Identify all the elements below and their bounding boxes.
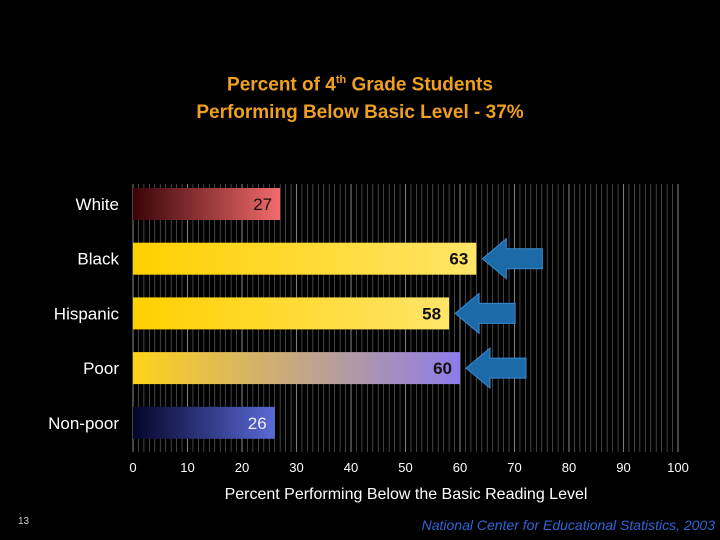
arrow-hispanic-icon	[454, 292, 516, 335]
bars-layer: 27 White 63 Black 58 Hispanic 60 Poor 26 Non-poor	[48, 188, 477, 439]
title-superscript: th	[335, 74, 347, 86]
bar-value-label: 26	[248, 414, 267, 433]
bar-value-label: 60	[433, 359, 452, 378]
x-tick-label: 10	[180, 460, 194, 475]
chart-title-line1: Percent of 4th Grade Students	[0, 66, 720, 99]
category-label-poor: Poor	[83, 359, 119, 378]
bar-value-label: 58	[422, 304, 441, 323]
arrows-layer	[454, 237, 543, 390]
x-tick-label: 20	[235, 460, 249, 475]
x-tick-label: 80	[562, 460, 576, 475]
arrow-black-icon	[481, 237, 543, 280]
x-tick-label: 30	[289, 460, 303, 475]
x-tick-label: 60	[453, 460, 467, 475]
category-label-hispanic: Hispanic	[54, 304, 120, 323]
x-tick-label: 50	[398, 460, 412, 475]
title-part: Grade Students	[346, 74, 493, 96]
category-label-white: White	[76, 195, 119, 214]
x-tick-label: 0	[129, 460, 136, 475]
bar-white	[133, 188, 281, 220]
title-part: Percent of 4	[227, 74, 336, 96]
x-axis-label: Percent Performing Below the Basic Readi…	[225, 486, 588, 503]
source-footnote: National Center for Educational Statisti…	[421, 517, 715, 533]
bar-value-label: 63	[449, 250, 468, 269]
bar-non-poor	[133, 406, 275, 439]
bar-hispanic	[133, 297, 450, 330]
x-tick-label: 90	[616, 460, 630, 475]
x-tick-label: 100	[667, 460, 689, 475]
arrow-poor-icon	[465, 347, 527, 390]
x-tick-label: 40	[344, 460, 358, 475]
bar-poor	[133, 352, 460, 385]
chart-title-line2: Performing Below Basic Level - 37%	[196, 102, 524, 124]
bar-value-label: 27	[253, 195, 272, 214]
chart-title: Percent of 4th Grade Students Performing…	[0, 66, 720, 127]
bar-black	[133, 242, 477, 275]
x-tick-label: 70	[507, 460, 521, 475]
category-label-non-poor: Non-poor	[48, 414, 119, 433]
page-number: 13	[18, 516, 30, 527]
category-label-black: Black	[77, 250, 119, 269]
x-axis-ticks: 0 10 20 30 40 50 60 70 80 90 100	[129, 460, 688, 475]
